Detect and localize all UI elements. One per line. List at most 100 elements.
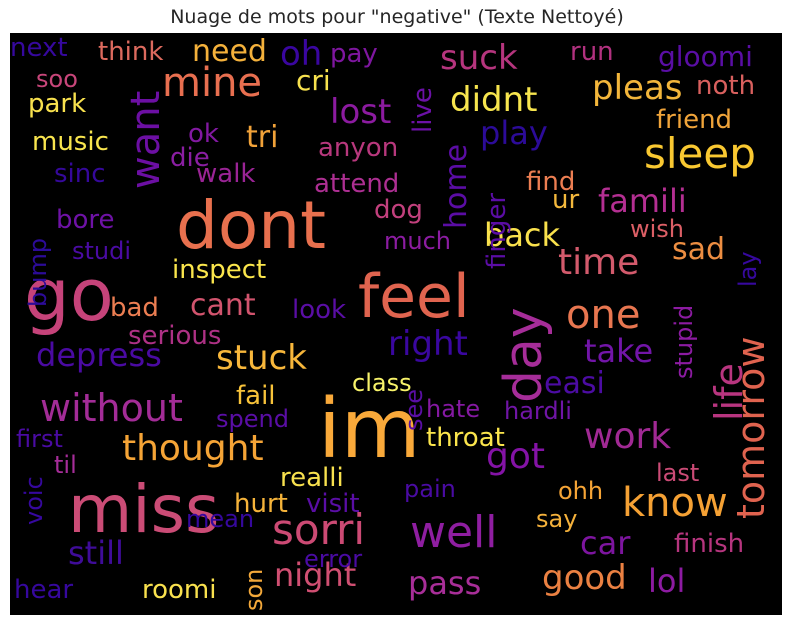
word: stuck	[216, 338, 307, 378]
word: sad	[672, 232, 726, 267]
word: depress	[36, 336, 162, 374]
word: die	[170, 143, 210, 173]
word: sleep	[644, 129, 756, 178]
word: still	[68, 534, 124, 572]
word: lost	[330, 92, 392, 132]
word: pay	[330, 39, 378, 69]
word: finger	[482, 192, 512, 269]
word: im	[318, 382, 421, 477]
word: son	[240, 568, 268, 611]
word: night	[274, 556, 357, 594]
word: music	[32, 127, 109, 157]
word: hurt	[234, 489, 288, 519]
word: run	[570, 37, 614, 67]
word: fail	[236, 381, 276, 411]
word: sorri	[272, 505, 366, 554]
word: take	[584, 332, 654, 370]
word: car	[580, 524, 631, 562]
word: hear	[14, 575, 74, 605]
word: dont	[176, 187, 326, 264]
word: good	[542, 558, 627, 598]
word: well	[410, 507, 498, 558]
word: mean	[186, 505, 255, 533]
word-cloud: im dont go miss feel day sorri well know…	[10, 33, 782, 615]
word: wish	[630, 215, 685, 243]
word: gloomi	[658, 40, 753, 73]
word: cri	[296, 64, 331, 97]
word: find	[526, 167, 576, 197]
word: til	[54, 451, 77, 479]
word: bore	[56, 205, 115, 235]
word: back	[484, 216, 561, 254]
word: pleas	[592, 68, 683, 108]
chart-title: Nuage de mots pour "negative" (Texte Net…	[170, 6, 624, 28]
word: hardli	[504, 397, 572, 425]
word: sinc	[54, 159, 106, 189]
word: time	[558, 242, 640, 283]
word: studi	[72, 237, 132, 265]
word: error	[304, 545, 363, 573]
word: throat	[426, 423, 505, 453]
word: noth	[696, 71, 756, 101]
word: didnt	[450, 80, 538, 120]
word: park	[28, 89, 87, 119]
word: live	[408, 87, 438, 133]
word: class	[352, 369, 412, 397]
word: one	[566, 292, 641, 338]
word: mine	[162, 60, 263, 106]
word: play	[480, 114, 548, 152]
word: bump	[24, 237, 52, 307]
word: miss	[68, 471, 220, 548]
word: spend	[216, 405, 289, 433]
word: home	[439, 143, 474, 229]
word: see	[400, 388, 428, 431]
word: lol	[648, 562, 686, 600]
word: friend	[656, 105, 733, 135]
word: need	[192, 34, 267, 69]
word: serious	[128, 321, 222, 351]
word: look	[292, 295, 347, 325]
word: without	[40, 386, 183, 430]
word: attend	[314, 169, 400, 199]
word: hate	[426, 395, 481, 423]
word: finish	[674, 529, 745, 559]
word: roomi	[142, 575, 217, 605]
word: inspect	[172, 255, 267, 285]
word: got	[486, 436, 545, 477]
word: suck	[440, 38, 518, 78]
word: easi	[544, 366, 605, 401]
word: walk	[196, 159, 256, 189]
word: bad	[110, 293, 159, 323]
word: ur	[552, 185, 580, 215]
word: day	[494, 307, 554, 403]
word: know	[622, 480, 728, 526]
word: pain	[404, 475, 456, 503]
word: right	[388, 324, 468, 364]
word: stupid	[670, 304, 698, 379]
word: think	[98, 37, 164, 67]
word: ohh	[558, 477, 604, 505]
word: tri	[246, 120, 279, 155]
word: thought	[122, 428, 264, 469]
word: visit	[306, 489, 360, 519]
word: voic	[20, 476, 48, 525]
word: oh	[280, 34, 323, 74]
word: life	[707, 363, 751, 421]
word: next	[10, 33, 68, 63]
word: work	[584, 416, 672, 457]
word: go	[24, 253, 114, 337]
word: say	[536, 505, 578, 533]
word: ok	[188, 119, 219, 149]
word: want	[123, 90, 169, 189]
word: feel	[358, 262, 470, 332]
word: first	[16, 425, 63, 453]
word: cant	[190, 288, 256, 323]
word: anyon	[318, 133, 399, 163]
word: last	[656, 459, 700, 487]
word: soo	[36, 65, 78, 93]
word: famili	[598, 182, 687, 220]
word: pass	[408, 564, 482, 602]
word: much	[384, 227, 451, 255]
word: lay	[734, 251, 762, 287]
word: dog	[374, 195, 423, 225]
